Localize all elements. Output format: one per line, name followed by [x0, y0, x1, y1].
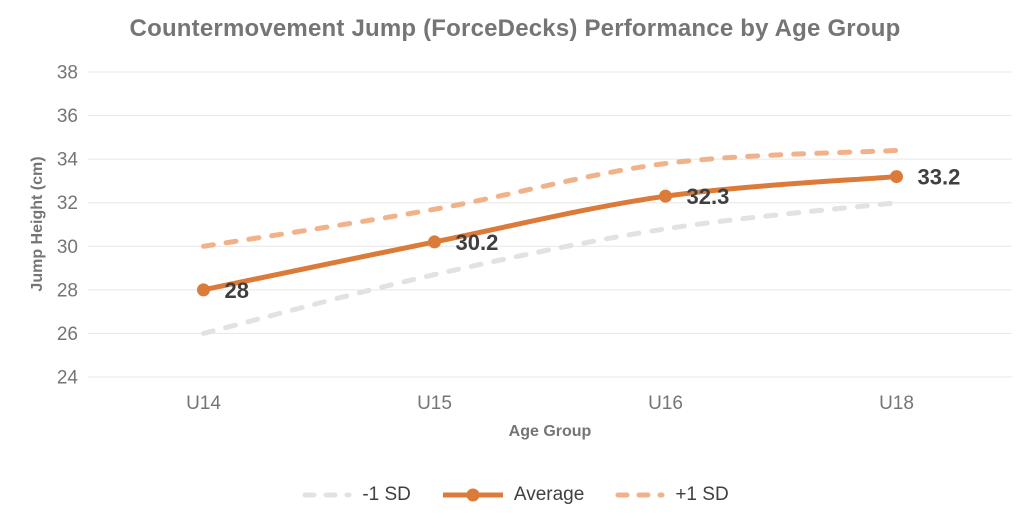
- y-tick-label: 26: [57, 324, 78, 345]
- x-tick-label: U16: [648, 393, 683, 414]
- data-point-marker: [659, 189, 672, 203]
- data-point-marker: [428, 235, 441, 249]
- legend-item-plus-1-sd[interactable]: +1 SD: [614, 484, 729, 506]
- legend: -1 SD Average +1 SD: [0, 484, 1030, 506]
- x-axis-title: Age Group: [508, 423, 592, 440]
- legend-item-average[interactable]: Average: [441, 484, 584, 506]
- data-point-label: 32.3: [687, 184, 730, 209]
- y-tick-label: 38: [57, 63, 78, 84]
- y-tick-label: 36: [57, 106, 78, 127]
- legend-label-plus-1-sd: +1 SD: [675, 484, 729, 505]
- legend-swatch-dashed-icon: [615, 492, 665, 498]
- legend-swatch-line-marker-icon: [442, 488, 503, 502]
- x-tick-label: U14: [186, 393, 221, 414]
- legend-label-minus-1-sd: -1 SD: [362, 484, 411, 505]
- x-tick-label: U15: [417, 393, 452, 414]
- series-line-average: [202, 174, 897, 293]
- data-point-label: 30.2: [456, 230, 499, 255]
- data-point-marker: [197, 283, 210, 297]
- y-tick-label: 24: [57, 368, 79, 389]
- data-point-marker: [890, 170, 903, 184]
- y-tick-label: 32: [57, 193, 78, 214]
- y-tick-label: 34: [57, 150, 79, 171]
- legend-label-average: Average: [513, 484, 585, 505]
- y-tick-label: 28: [57, 280, 78, 301]
- series-line-+1-sd: [201, 147, 899, 249]
- series-line--1-sd: [201, 200, 899, 336]
- data-point-label: 33.2: [918, 165, 961, 190]
- legend-swatch-dashed-icon: [302, 492, 352, 498]
- data-point-label: 28: [225, 278, 249, 303]
- x-tick-label: U18: [879, 393, 914, 414]
- chart-title: Countermovement Jump (ForceDecks) Perfor…: [129, 15, 901, 42]
- y-tick-label: 30: [57, 237, 78, 258]
- legend-item-minus-1-sd[interactable]: -1 SD: [301, 484, 411, 506]
